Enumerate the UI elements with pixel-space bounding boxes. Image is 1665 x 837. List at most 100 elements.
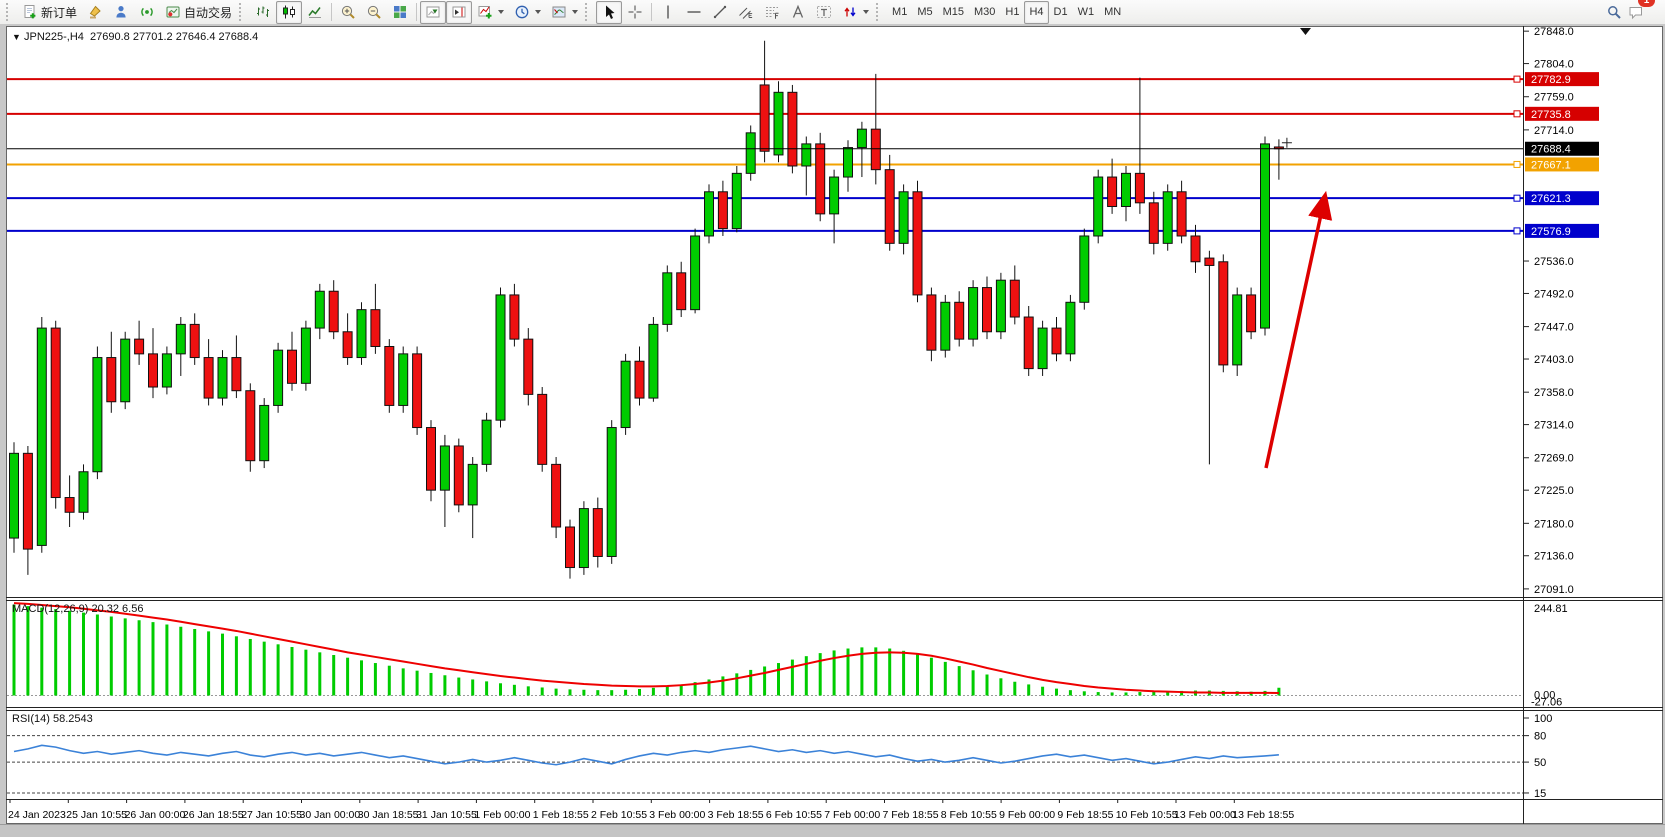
new-order-label: 新订单 [41,5,78,20]
timeframe-w1[interactable]: W1 [1073,1,1100,24]
rsi-axis-label: 80 [1534,731,1546,743]
timeframe-m15[interactable]: M15 [938,1,969,24]
line-anchor-handle[interactable] [1513,110,1521,118]
window-bottom-edge [0,824,1665,837]
candle-body [161,353,172,388]
candle-body [106,357,117,403]
equidistant-channel-button[interactable] [733,1,759,24]
up-trend-arrow[interactable] [1264,190,1333,469]
add-indicator-icon [478,6,492,19]
candle-body [203,357,214,399]
candle-body [829,176,840,215]
candlestick-chart-button[interactable] [276,0,303,24]
templates-button[interactable] [546,1,583,24]
toolbar-grip[interactable] [585,3,592,21]
candle-body [634,360,645,399]
toolbar-grip[interactable] [876,3,883,21]
line-anchor-handle[interactable] [1513,227,1521,235]
candle-body [565,526,575,569]
text-label-icon [817,6,832,18]
time-tick-label: 7 Feb 18:55 [883,809,939,821]
price-tick-label: 27759.0 [1534,92,1574,104]
chart-title-caret-icon[interactable]: ▼ [12,32,21,42]
line-chart-icon [308,7,322,18]
timeframe-h4[interactable]: H4 [1024,0,1049,24]
line-chart-button[interactable] [302,1,328,24]
auto-scroll-button[interactable] [420,0,447,24]
crosshair-button[interactable] [622,1,648,24]
candle-body [1232,294,1243,366]
svg-text:27667.1: 27667.1 [1531,159,1571,171]
templates-icon [552,6,566,18]
autotrade-button[interactable]: 自动交易 [160,1,237,24]
time-tick-label: 1 Feb 18:55 [533,809,589,821]
timeframe-d1[interactable]: D1 [1049,1,1073,24]
time-tick-label: 6 Feb 10:55 [766,809,822,821]
chart-title: ▼ JPN225-,H4 27690.8 27701.2 27646.4 276… [12,31,258,43]
timeframe-m5[interactable]: M5 [912,1,937,24]
candle-body [1121,172,1131,208]
fibonacci-button[interactable] [759,1,785,24]
dropdown-caret [863,10,870,14]
timeframe-m30[interactable]: M30 [969,1,1000,24]
vertical-line-icon [667,5,669,19]
timeframe-label: H1 [1005,6,1020,18]
zoom-in-button[interactable] [335,1,361,24]
toolbar-grip[interactable] [239,3,246,21]
styler-button[interactable] [82,1,108,24]
chart-canvas[interactable]: 27848.0 27804.0 27759.0 27714.0 27536.0 27492… [0,26,1665,824]
signals-button[interactable] [134,1,160,24]
candle-body [717,191,728,230]
price-tag: 27621.3 [1525,191,1599,206]
chat-button[interactable]: 1 [1628,0,1655,20]
time-tick-label: 26 Jan 00:00 [125,809,186,821]
styler-icon [89,5,101,19]
chart-object-triangle-marker[interactable] [1300,28,1311,35]
svg-text:27782.9: 27782.9 [1531,74,1571,86]
search-icon[interactable] [1606,4,1622,20]
time-tick-label: 9 Feb 00:00 [999,809,1055,821]
price-tick-label: 27714.0 [1534,125,1574,137]
price-tick-label: 27804.0 [1534,59,1574,71]
timeframe-h1[interactable]: H1 [1000,1,1024,24]
candle-body [273,349,284,406]
line-anchor-handle[interactable] [1513,75,1521,83]
toolbar-grip[interactable] [6,3,13,21]
text-label-button[interactable] [811,1,837,24]
horizontal-line-button[interactable] [681,1,707,24]
chart-symbol-period: JPN225-,H4 [23,31,84,43]
bar-chart-button[interactable] [250,1,276,24]
add-indicator-button[interactable] [472,1,509,24]
svg-text:27621.3: 27621.3 [1531,193,1571,205]
line-anchor-handle[interactable] [1513,194,1521,202]
macd-pane: 244.81 0.00-27.06 [7,602,1568,709]
market-button[interactable] [108,1,134,24]
candlestick-series [9,40,1284,579]
timeframe-m1[interactable]: M1 [887,1,912,24]
dropdown-caret [535,10,542,14]
trendline-button[interactable] [707,1,733,24]
candle-body [982,287,992,333]
candle-body [606,427,617,557]
text-button[interactable] [785,1,811,24]
zoom-out-button[interactable] [361,1,387,24]
cursor-button[interactable] [596,0,623,24]
time-tick-label: 9 Feb 18:55 [1057,809,1113,821]
tile-windows-button[interactable] [387,1,413,24]
line-anchor-handle[interactable] [1513,160,1521,168]
vertical-line-button[interactable] [655,1,681,24]
new-order-button[interactable]: 新订单 [17,1,82,24]
chart-shift-button[interactable] [446,0,473,24]
timeframe-mn[interactable]: MN [1099,1,1126,24]
chart-low: 27646.4 [175,31,216,43]
macd-scale-zero: 0.00 [1534,690,1555,702]
time-tick-label: 8 Feb 10:55 [941,809,997,821]
arrows-button[interactable] [837,1,874,24]
candle-body [9,452,19,539]
candle-body [801,143,812,167]
periods-button[interactable] [509,1,546,24]
candle-body [64,497,75,513]
candle-body [1162,191,1173,244]
candle-body [426,427,436,491]
candle-body [968,287,979,340]
